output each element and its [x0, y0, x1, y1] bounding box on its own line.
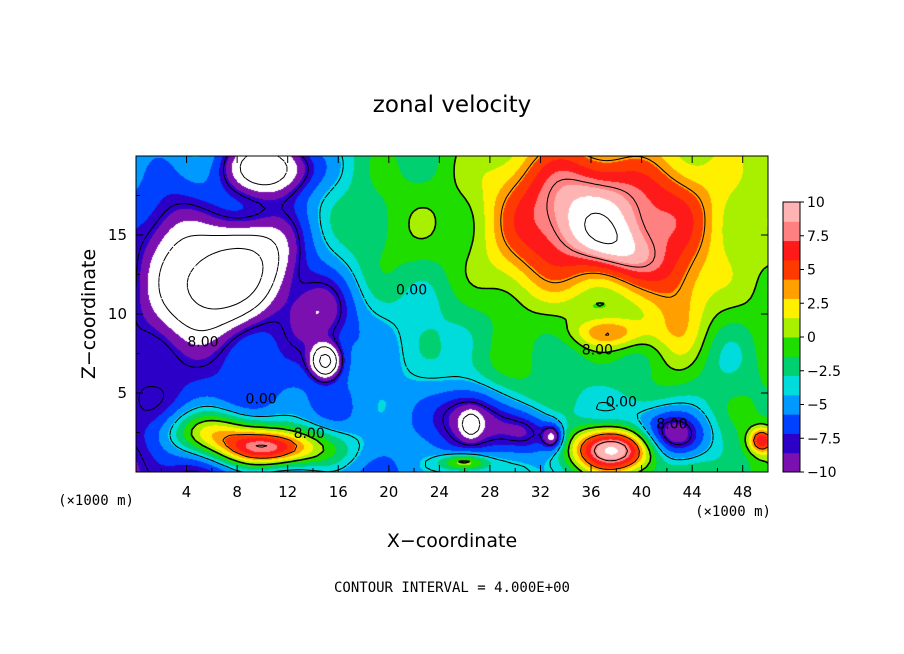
contour-lines	[136, 156, 768, 472]
colorbar-tick-label: 5	[807, 263, 816, 279]
colorbar-swatch	[783, 298, 800, 319]
colorbar-swatch	[783, 317, 800, 338]
x-axis-ticks: 4 8 12 16 20 24 28 32 36 40 44 48	[160, 156, 752, 501]
colorbar-swatch	[783, 433, 800, 454]
x-tick-label: 36	[581, 483, 600, 501]
x-tick-label: 48	[733, 483, 752, 501]
x-tick-label: 16	[329, 483, 348, 501]
x-tick-label: 12	[278, 483, 297, 501]
contour-line	[169, 156, 714, 472]
contour-line	[255, 178, 656, 462]
x-tick-label: 40	[632, 483, 651, 501]
colorbar-swatch	[783, 414, 800, 434]
y-tick-label: 5	[117, 384, 127, 402]
colorbar-swatch	[783, 394, 800, 415]
colorbar-tick-label: −2.5	[807, 364, 841, 380]
colorbar-swatch	[783, 452, 800, 473]
x-tick-label: 4	[182, 483, 192, 501]
chart-title: zonal velocity	[373, 92, 531, 118]
contour-label: 8.00	[187, 334, 218, 350]
contour-label: 0.00	[246, 391, 277, 407]
x-tick-label: 28	[480, 483, 499, 501]
colorbar-swatch	[783, 356, 800, 377]
x-tick-label: 20	[379, 483, 398, 501]
x-tick-label: 32	[531, 483, 550, 501]
colorbar-tick-label: −5	[807, 398, 828, 414]
colorbar-ticks: 10 7.5 5 2.5 0 −2.5 −5 −7.5 −10	[800, 195, 841, 481]
heatmap-field	[136, 156, 768, 472]
heatmap-image	[136, 156, 768, 472]
colorbar-tick-label: −7.5	[807, 431, 841, 447]
y-axis-label: Z−coordinate	[78, 249, 100, 379]
x-tick-label: 8	[232, 483, 242, 501]
colorbar-tick-label: 0	[807, 330, 816, 346]
contour-line	[222, 156, 768, 470]
contour-label: 8.00	[294, 426, 325, 442]
x-tick-label: 24	[430, 483, 449, 501]
colorbar-swatch	[783, 337, 800, 357]
colorbar	[782, 201, 801, 473]
contour-line	[190, 156, 768, 472]
x-axis-units-right: (×1000 m)	[695, 504, 771, 520]
contour-line	[584, 212, 618, 245]
colorbar-swatch	[783, 279, 800, 299]
contour-interval-note: CONTOUR INTERVAL = 4.000E+00	[334, 580, 570, 596]
contour-line	[186, 247, 332, 369]
y-tick-label: 10	[108, 305, 127, 323]
colorbar-tick-label: 7.5	[807, 229, 829, 245]
contour-label: 0.00	[396, 282, 427, 298]
x-tick-label: 44	[683, 483, 702, 501]
contour-label: 8.00	[656, 417, 687, 433]
colorbar-swatch	[783, 221, 800, 242]
colorbar-swatch	[783, 240, 800, 261]
colorbar-tick-label: −10	[807, 465, 837, 481]
colorbar-swatch	[783, 375, 800, 396]
colorbar-tick-label: 2.5	[807, 296, 829, 312]
colorbar-tick-label: 10	[807, 195, 825, 211]
x-axis-units: (×1000 m)	[58, 493, 134, 509]
x-axis-label: X−coordinate	[387, 530, 517, 552]
contour-label: 0.00	[606, 394, 637, 410]
y-axis-ticks: 5 10 15	[108, 195, 768, 433]
contour-labels: 0.00 8.00 0.00 8.00 8.00 0.00 8.00	[187, 282, 687, 442]
contour-line	[136, 156, 693, 472]
colorbar-swatch	[783, 202, 800, 222]
contour-line	[158, 156, 481, 435]
contour-label: 8.00	[582, 342, 613, 358]
colorbar-swatch	[783, 259, 800, 280]
y-tick-label: 15	[108, 226, 127, 244]
